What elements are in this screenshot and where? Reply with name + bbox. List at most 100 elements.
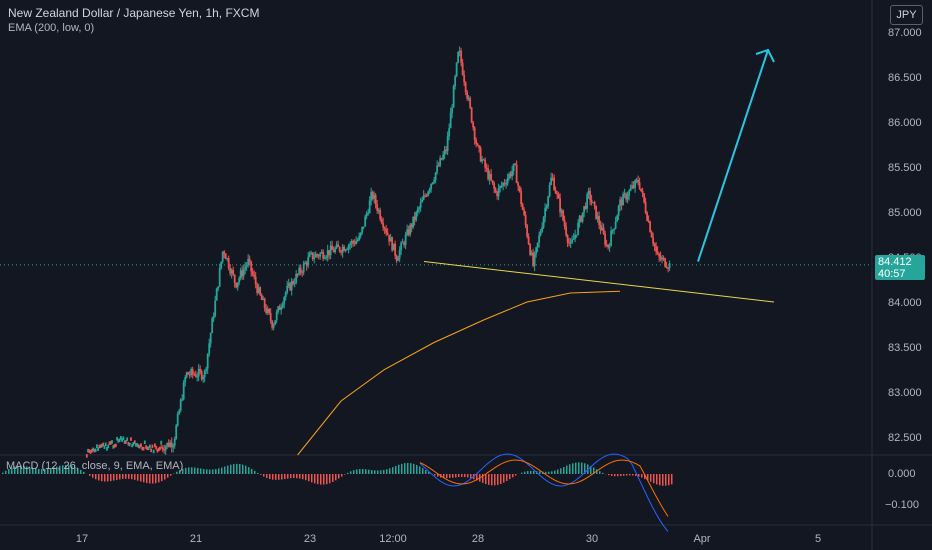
candle-body bbox=[575, 234, 578, 236]
candle-body bbox=[209, 333, 212, 344]
candle-body bbox=[392, 243, 395, 251]
candle-body bbox=[485, 167, 488, 169]
y-tick-label: 86.500 bbox=[888, 72, 922, 84]
macd-histogram-bar bbox=[617, 474, 619, 477]
candle-body bbox=[145, 445, 147, 449]
candle-body bbox=[572, 238, 575, 240]
macd-histogram-bar bbox=[503, 474, 505, 483]
candle-body bbox=[160, 440, 163, 445]
macd-histogram-bar bbox=[272, 474, 274, 480]
macd-histogram-bar bbox=[203, 468, 205, 474]
candle-body bbox=[620, 199, 623, 206]
candle-body bbox=[259, 287, 262, 295]
macd-histogram-bar bbox=[182, 468, 184, 474]
candle-body bbox=[589, 190, 592, 200]
macd-histogram-bar bbox=[74, 466, 76, 474]
candle-body bbox=[457, 52, 460, 63]
candle-body bbox=[359, 232, 362, 237]
macd-histogram-bar bbox=[92, 474, 94, 478]
macd-histogram-bar bbox=[41, 469, 43, 474]
candle-body bbox=[389, 237, 392, 242]
candle-body bbox=[560, 210, 563, 213]
candle-body bbox=[523, 209, 526, 215]
candle-body bbox=[593, 202, 596, 206]
macd-histogram-bar bbox=[485, 474, 487, 485]
candle-body bbox=[530, 252, 533, 255]
candle-body bbox=[521, 204, 524, 210]
candle-body bbox=[544, 208, 547, 218]
candle-body bbox=[304, 262, 307, 264]
candle-body bbox=[346, 249, 349, 251]
macd-histogram-bar bbox=[254, 470, 256, 474]
macd-histogram-bar bbox=[335, 474, 337, 481]
macd-histogram-bar bbox=[233, 464, 235, 474]
candle-body bbox=[205, 368, 208, 371]
candle-body bbox=[538, 235, 541, 243]
macd-histogram-bar bbox=[308, 474, 310, 482]
candle-body bbox=[542, 217, 545, 228]
candle-body bbox=[623, 193, 626, 195]
macd-histogram-bar bbox=[224, 466, 226, 474]
macd-histogram-bar bbox=[50, 468, 52, 474]
candle-body bbox=[659, 256, 662, 260]
candle-body bbox=[367, 213, 370, 215]
candle-body bbox=[112, 445, 115, 449]
candle-body bbox=[385, 228, 388, 233]
candle-body bbox=[514, 163, 517, 165]
candle-body bbox=[212, 316, 215, 319]
candle-body bbox=[407, 229, 410, 235]
candle-body bbox=[461, 62, 464, 75]
macd-histogram-bar bbox=[275, 474, 277, 480]
macd-histogram-bar bbox=[314, 474, 316, 484]
candle-body bbox=[250, 261, 253, 272]
candle-body bbox=[581, 212, 584, 222]
candle-body bbox=[655, 246, 658, 252]
candle-body bbox=[515, 164, 518, 184]
candle-body bbox=[637, 180, 640, 183]
macd-histogram-bar bbox=[167, 474, 169, 478]
candle-body bbox=[413, 216, 416, 221]
candle-body bbox=[193, 374, 196, 376]
macd-histogram-bar bbox=[164, 474, 166, 480]
candle-body bbox=[427, 191, 430, 196]
candle-body bbox=[442, 154, 445, 160]
macd-histogram-bar bbox=[161, 474, 163, 482]
macd-histogram-bar bbox=[593, 467, 595, 474]
candle-body bbox=[280, 307, 283, 311]
candle-body bbox=[496, 192, 499, 197]
candle-body bbox=[108, 441, 111, 446]
candle-body bbox=[460, 50, 463, 63]
macd-histogram-bar bbox=[83, 471, 85, 474]
candle-body bbox=[578, 216, 581, 223]
candle-body bbox=[107, 444, 110, 449]
candle-body bbox=[610, 230, 613, 246]
candle-body bbox=[233, 274, 236, 283]
candle-body bbox=[490, 173, 493, 181]
candle-body bbox=[592, 202, 595, 204]
candle-body bbox=[548, 184, 551, 197]
candle-body bbox=[151, 444, 154, 449]
macd-histogram-bar bbox=[215, 469, 217, 474]
macd-histogram-bar bbox=[26, 466, 28, 474]
candle-body bbox=[352, 240, 355, 243]
candle-body bbox=[138, 444, 141, 449]
candle-body bbox=[569, 242, 572, 244]
macd-histogram-bar bbox=[344, 474, 346, 475]
currency-button[interactable]: JPY bbox=[890, 5, 923, 25]
candle-body bbox=[140, 443, 142, 447]
macd-histogram-bar bbox=[245, 465, 247, 474]
candle-body bbox=[641, 190, 644, 194]
macd-histogram-bar bbox=[116, 474, 118, 480]
macd-histogram-bar bbox=[482, 474, 484, 483]
candle-body bbox=[241, 270, 244, 277]
candle-body bbox=[92, 447, 95, 452]
macd-histogram-bar bbox=[95, 474, 97, 480]
candle-body bbox=[343, 246, 346, 251]
candle-body bbox=[122, 436, 125, 441]
macd-histogram-bar bbox=[614, 474, 616, 477]
candle-body bbox=[481, 159, 484, 162]
macd-histogram-bar bbox=[599, 471, 601, 474]
candle-body bbox=[316, 254, 319, 256]
candle-body bbox=[302, 263, 305, 273]
